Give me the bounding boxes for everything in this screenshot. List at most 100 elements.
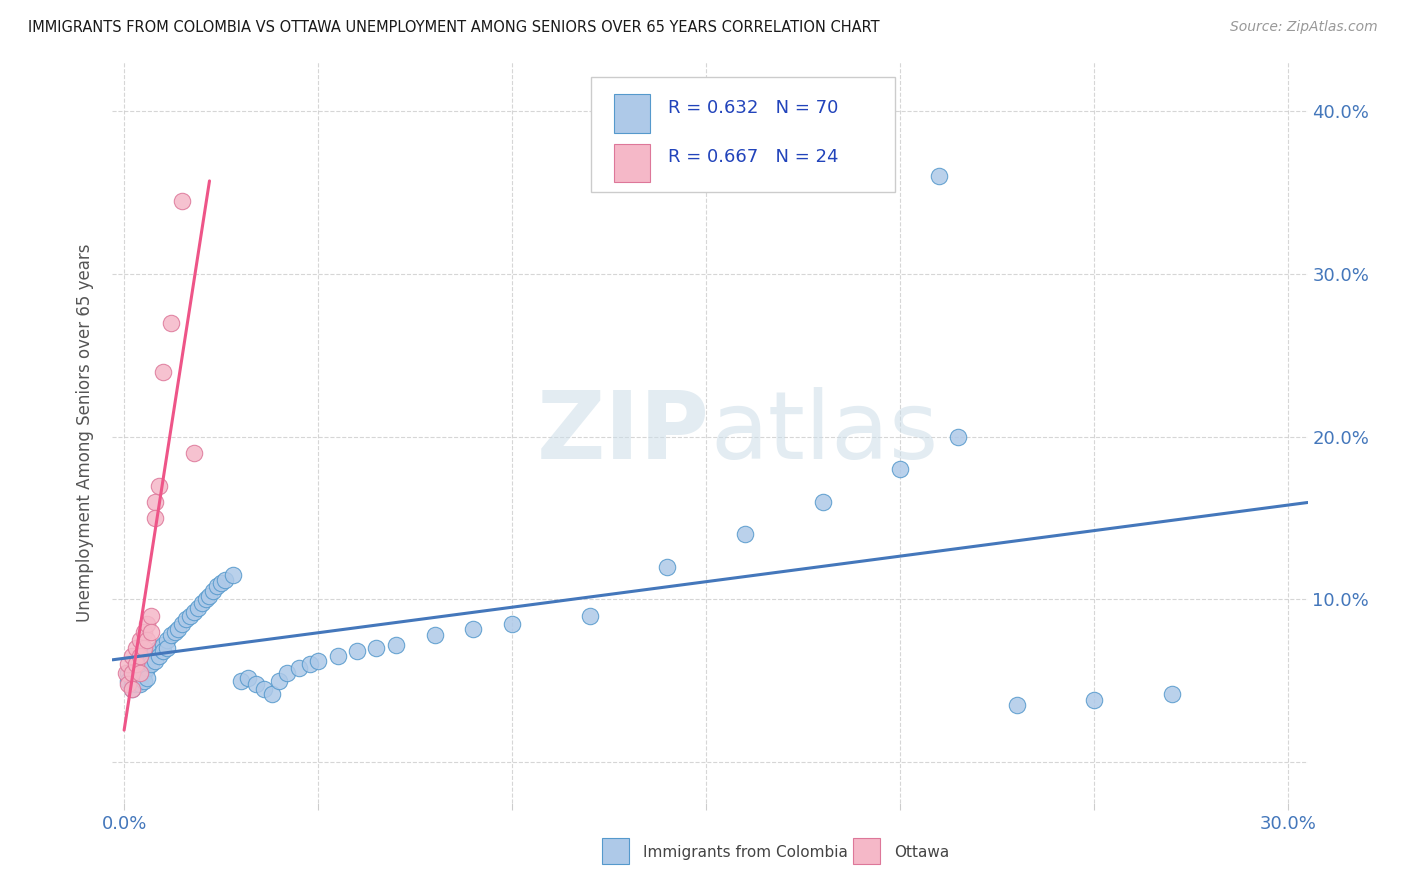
Point — [136, 616, 159, 631]
Point — [194, 592, 217, 607]
Point — [179, 608, 201, 623]
Point — [501, 616, 523, 631]
Point — [152, 365, 174, 379]
Point — [269, 673, 291, 688]
Point — [128, 661, 150, 675]
Point — [128, 649, 150, 664]
Point — [121, 681, 143, 696]
Point — [299, 657, 322, 672]
Point — [222, 568, 245, 582]
Point — [183, 606, 205, 620]
Point — [346, 644, 368, 658]
Point — [117, 657, 139, 672]
Point — [156, 641, 179, 656]
Point — [245, 677, 267, 691]
Point — [143, 644, 166, 658]
Text: ZIP: ZIP — [537, 386, 710, 479]
Point — [117, 673, 139, 688]
Point — [136, 661, 159, 675]
Point — [167, 622, 190, 636]
Y-axis label: Unemployment Among Seniors over 65 years: Unemployment Among Seniors over 65 years — [76, 244, 94, 622]
Point — [889, 462, 911, 476]
Point — [463, 622, 485, 636]
Point — [132, 657, 155, 672]
Text: Immigrants from Colombia: Immigrants from Colombia — [643, 845, 848, 860]
Point — [128, 665, 150, 680]
Point — [384, 638, 406, 652]
Point — [125, 641, 148, 656]
Point — [148, 641, 170, 656]
Point — [117, 677, 139, 691]
Text: Ottawa: Ottawa — [894, 845, 949, 860]
Point — [141, 624, 163, 639]
Point — [207, 579, 229, 593]
Point — [811, 495, 834, 509]
Point — [141, 649, 163, 664]
Point — [156, 633, 179, 648]
Point — [214, 573, 236, 587]
Point — [143, 511, 166, 525]
Point — [1005, 698, 1028, 713]
Text: Source: ZipAtlas.com: Source: ZipAtlas.com — [1230, 20, 1378, 34]
Point — [1083, 693, 1105, 707]
Text: IMMIGRANTS FROM COLOMBIA VS OTTAWA UNEMPLOYMENT AMONG SENIORS OVER 65 YEARS CORR: IMMIGRANTS FROM COLOMBIA VS OTTAWA UNEMP… — [28, 20, 880, 35]
Point — [121, 681, 143, 696]
FancyBboxPatch shape — [591, 78, 896, 192]
Bar — [603, 838, 628, 864]
Point — [928, 169, 950, 184]
Point — [125, 657, 148, 672]
Point — [174, 612, 197, 626]
Point — [202, 584, 225, 599]
Point — [229, 673, 252, 688]
Bar — [614, 95, 651, 133]
Point — [657, 559, 679, 574]
Point — [143, 654, 166, 668]
Point — [183, 446, 205, 460]
Point — [172, 616, 194, 631]
Point — [948, 430, 970, 444]
Point — [136, 654, 159, 668]
Point — [307, 654, 329, 668]
Point — [260, 687, 283, 701]
Point — [121, 671, 143, 685]
Text: R = 0.632   N = 70: R = 0.632 N = 70 — [668, 99, 838, 117]
Text: atlas: atlas — [710, 386, 938, 479]
Point — [148, 478, 170, 492]
Point — [141, 657, 163, 672]
Point — [187, 600, 209, 615]
Text: R = 0.667   N = 24: R = 0.667 N = 24 — [668, 148, 839, 166]
Point — [143, 495, 166, 509]
Point — [578, 608, 600, 623]
Point — [117, 665, 139, 680]
Point — [128, 677, 150, 691]
Point — [132, 665, 155, 680]
Bar — [853, 838, 880, 864]
Point — [132, 624, 155, 639]
Point — [121, 649, 143, 664]
Point — [152, 644, 174, 658]
Point — [125, 673, 148, 688]
Point — [152, 638, 174, 652]
Point — [121, 665, 143, 680]
Point — [198, 589, 221, 603]
Point — [172, 194, 194, 208]
Point — [136, 633, 159, 648]
Point — [1160, 687, 1182, 701]
Point — [132, 641, 155, 656]
Point — [125, 665, 148, 680]
Point — [734, 527, 756, 541]
Point — [423, 628, 446, 642]
Point — [366, 641, 388, 656]
Point — [209, 576, 232, 591]
Point — [121, 677, 143, 691]
Point — [238, 671, 260, 685]
Point — [128, 671, 150, 685]
Point — [159, 316, 181, 330]
Point — [148, 649, 170, 664]
Point — [125, 677, 148, 691]
Point — [163, 624, 186, 639]
Bar — [614, 144, 651, 182]
Point — [141, 608, 163, 623]
Point — [190, 596, 212, 610]
Point — [132, 673, 155, 688]
